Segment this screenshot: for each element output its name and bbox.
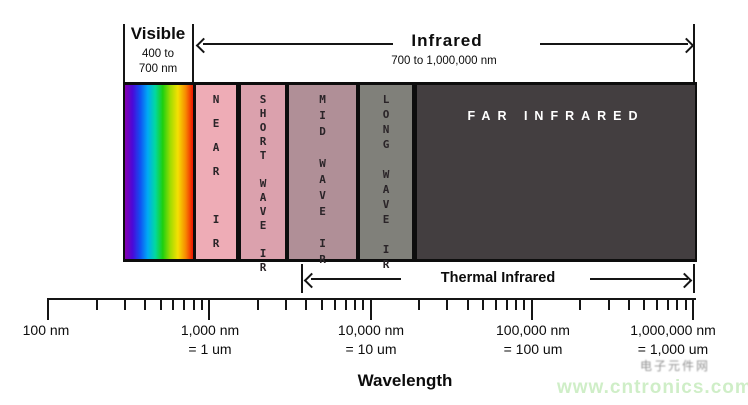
infrared-range: 700 to 1,000,000 nm: [391, 55, 497, 67]
near-ir-label: NEAR IR: [209, 93, 223, 261]
axis-tick: [466, 298, 469, 310]
axis-tick: [333, 298, 336, 310]
axis-tick: [482, 298, 485, 310]
axis-tick: [123, 298, 126, 310]
axis-label-um: = 1,000 um: [637, 341, 709, 357]
axis-label: 1,000,000 nm = 1,000 um: [630, 321, 716, 359]
long-wave-ir-band: LONG WAVE IR: [360, 85, 412, 273]
axis-label: 100 nm: [23, 321, 70, 340]
axis-tick: [692, 298, 694, 320]
axis-tick: [305, 298, 308, 310]
axis-tick: [95, 298, 98, 310]
axis-tick: [172, 298, 175, 310]
axis-tick: [579, 298, 582, 310]
infrared-label: Infrared: [411, 31, 483, 50]
axis-tick: [47, 298, 49, 320]
axis-label-nm: 10,000 nm: [337, 322, 405, 338]
axis-tick: [159, 298, 162, 310]
visible-range-line1: 400 to: [142, 48, 174, 60]
axis-tick: [418, 298, 421, 310]
visible-label: Visible: [130, 24, 186, 43]
axis-label-um: = 10 um: [345, 341, 397, 357]
watermark-cjk-text: 电子元件网: [640, 359, 711, 373]
axis-tick: [505, 298, 508, 310]
infrared-arrow-right-head-icon: [678, 37, 695, 54]
visible-range-line2: 700 nm: [138, 63, 178, 75]
axis-tick: [256, 298, 259, 310]
axis-label-nm: 100,000 nm: [496, 322, 570, 338]
infrared-right-boundary-line: [693, 24, 695, 82]
axis-label-nm: 1,000,000 nm: [630, 322, 716, 338]
axis-tick: [667, 298, 670, 310]
axis-tick: [192, 298, 195, 310]
thermal-left-tick: [301, 264, 303, 293]
axis-tick: [446, 298, 449, 310]
axis-label-nm: 100 nm: [22, 322, 70, 338]
infrared-arrow-left-head-icon: [195, 37, 212, 54]
near-ir-band: NEAR IR: [196, 85, 236, 261]
axis-tick: [494, 298, 497, 310]
axis-tick: [523, 298, 526, 310]
axis-tick: [369, 298, 372, 320]
mid-wave-ir-band: MID WAVE IR: [289, 85, 356, 269]
axis-tick: [208, 298, 211, 320]
short-wave-ir-label: SHORT WAVE IR: [256, 93, 270, 275]
axis-tick: [144, 298, 147, 310]
axis-tick: [344, 298, 347, 310]
thermal-arrow-left-line: [311, 278, 401, 280]
axis-tick: [607, 298, 610, 310]
axis-tick: [320, 298, 323, 310]
visible-box-right-line: [192, 24, 194, 82]
visible-spectrum-band: [125, 85, 193, 259]
axis-tick: [515, 298, 518, 310]
axis-tick: [656, 298, 659, 310]
thermal-right-tick: [693, 264, 695, 293]
axis-tick: [183, 298, 186, 310]
watermark-site-text: www.cntronics.com: [557, 377, 748, 398]
thermal-arrow-left-head-icon: [303, 272, 320, 289]
axis-label-um: = 100 um: [503, 341, 563, 357]
axis-tick: [353, 298, 356, 310]
axis-label: 100,000 nm = 100 um: [496, 321, 570, 359]
wavelength-axis-line: [48, 298, 696, 300]
short-wave-ir-band: SHORT WAVE IR: [241, 85, 285, 275]
axis-label: 1,000 nm = 1 um: [181, 321, 239, 359]
wavelength-axis-title: Wavelength: [357, 371, 453, 390]
thermal-arrow-right-line: [590, 278, 688, 280]
mid-wave-ir-label: MID WAVE IR: [316, 93, 329, 269]
visible-box-left-line: [123, 24, 125, 82]
far-infrared-band: FAR INFRARED: [417, 85, 695, 259]
axis-tick: [684, 298, 687, 310]
axis-tick: [643, 298, 646, 310]
axis-label-nm: 1,000 nm: [180, 322, 240, 338]
thermal-infrared-label: Thermal Infrared: [440, 270, 556, 286]
far-infrared-label: FAR INFRARED: [467, 109, 645, 123]
long-wave-ir-label: LONG WAVE IR: [379, 93, 393, 273]
axis-tick: [285, 298, 288, 310]
infrared-arrow-right-line: [540, 43, 688, 45]
axis-label-um: = 1 um: [188, 341, 232, 357]
spectrum-band-strip: NEAR IR SHORT WAVE IR MID WAVE IR LONG W…: [123, 82, 697, 275]
axis-tick: [676, 298, 679, 310]
axis-label: 10,000 nm = 10 um: [338, 321, 404, 359]
axis-tick: [627, 298, 630, 310]
axis-tick: [530, 298, 533, 320]
infrared-arrow-left-line: [203, 43, 393, 45]
thermal-arrow-right-head-icon: [676, 272, 693, 289]
axis-tick: [200, 298, 203, 310]
axis-tick: [362, 298, 365, 310]
